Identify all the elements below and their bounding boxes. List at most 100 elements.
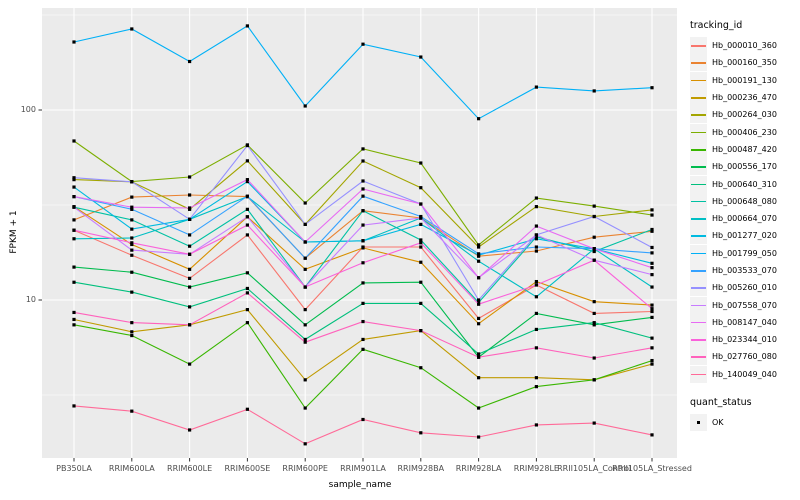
data-point-Hb_027760_080 xyxy=(650,346,654,350)
data-point-Hb_023344_010 xyxy=(477,302,481,306)
legend-line-icon xyxy=(691,235,706,237)
data-point-Hb_000236_470 xyxy=(72,317,76,322)
data-point-Hb_001799_050 xyxy=(130,27,134,31)
data-point-Hb_140049_040 xyxy=(650,433,654,437)
data-point-Hb_000010_360 xyxy=(419,245,423,249)
legend-item-Hb_000664_070: Hb_000664_070 xyxy=(690,210,798,228)
data-point-Hb_000556_170 xyxy=(72,265,76,269)
data-point-Hb_000556_170 xyxy=(592,323,596,327)
data-point-Hb_023344_010 xyxy=(188,252,192,256)
data-point-Hb_000648_080 xyxy=(592,249,596,254)
data-point-Hb_027760_080 xyxy=(477,355,481,359)
data-point-Hb_005260_010 xyxy=(650,245,654,250)
data-point-Hb_000406_230 xyxy=(534,196,538,200)
legend-key-swatch xyxy=(690,348,707,366)
data-point-Hb_000160_350 xyxy=(188,193,192,197)
data-point-Hb_000640_310 xyxy=(534,327,538,332)
legend-key-swatch xyxy=(690,71,707,89)
data-point-Hb_008147_040 xyxy=(303,240,307,244)
panel-background xyxy=(42,8,677,458)
data-point-Hb_000236_470 xyxy=(361,337,365,342)
data-point-Hb_027760_080 xyxy=(245,291,249,295)
data-point-Hb_007558_070 xyxy=(72,205,76,209)
legend-item-Hb_000640_310: Hb_000640_310 xyxy=(690,175,798,193)
legend-line-icon xyxy=(691,270,706,272)
legend-key-swatch xyxy=(690,227,707,245)
data-point-Hb_000160_350 xyxy=(72,218,76,222)
data-point-Hb_000664_070 xyxy=(130,236,134,240)
data-point-Hb_000648_080 xyxy=(650,227,654,232)
data-point-Hb_001799_050 xyxy=(592,89,596,93)
legend-item-Hb_000264_030: Hb_000264_030 xyxy=(690,106,798,124)
data-point-Hb_000487_420 xyxy=(130,333,134,338)
x-axis-tick-label: RRII105LA_Control xyxy=(557,464,632,473)
legend-item-label: Hb_000191_130 xyxy=(712,75,777,85)
data-point-Hb_000406_230 xyxy=(188,175,192,179)
legend-item-Hb_140049_040: Hb_140049_040 xyxy=(690,365,798,383)
data-point-Hb_000010_360 xyxy=(188,276,192,280)
x-axis-tick-label: PB350LA xyxy=(56,464,92,473)
legend-line-icon xyxy=(691,166,706,168)
data-point-Hb_001799_050 xyxy=(188,59,192,64)
legend-item-Hb_007558_070: Hb_007558_070 xyxy=(690,296,798,314)
data-point-Hb_000191_130 xyxy=(130,242,134,247)
legend-key-swatch xyxy=(690,414,707,432)
data-point-Hb_023344_010 xyxy=(130,241,134,245)
data-point-Hb_000191_130 xyxy=(303,267,307,271)
data-point-Hb_000236_470 xyxy=(303,378,307,382)
data-point-Hb_008147_040 xyxy=(130,205,134,209)
quant-status-item: OK xyxy=(690,414,798,432)
data-point-Hb_000236_470 xyxy=(650,362,654,366)
data-point-Hb_001799_050 xyxy=(477,117,481,121)
legend-line-icon xyxy=(691,287,706,289)
data-point-Hb_005260_010 xyxy=(477,298,481,302)
data-point-Hb_000160_350 xyxy=(650,229,654,233)
data-point-Hb_001799_050 xyxy=(361,42,365,46)
data-point-Hb_001277_020 xyxy=(72,185,76,189)
data-point-Hb_000640_310 xyxy=(130,290,134,294)
data-point-Hb_000010_360 xyxy=(303,308,307,312)
data-point-Hb_008147_040 xyxy=(245,178,249,182)
x-axis-tick-label: RRIM928BA xyxy=(397,464,445,473)
data-point-Hb_000556_170 xyxy=(361,281,365,285)
data-point-Hb_003533_070 xyxy=(534,245,538,249)
legend-item-label: Hb_000406_230 xyxy=(712,127,777,137)
data-point-Hb_000487_420 xyxy=(361,347,365,351)
data-point-Hb_008147_040 xyxy=(188,206,192,210)
legend-item-Hb_005260_010: Hb_005260_010 xyxy=(690,279,798,297)
legend-item-label: Hb_001799_050 xyxy=(712,248,777,258)
data-point-Hb_007558_070 xyxy=(130,248,134,252)
data-point-Hb_000556_170 xyxy=(534,311,538,316)
legend-item-label: Hb_000664_070 xyxy=(712,214,777,224)
data-point-Hb_000236_470 xyxy=(130,330,134,334)
data-point-Hb_000236_470 xyxy=(534,376,538,380)
data-point-Hb_000648_080 xyxy=(245,207,249,211)
data-point-Hb_140049_040 xyxy=(188,428,192,432)
data-point-Hb_027760_080 xyxy=(130,321,134,325)
legend-key-swatch xyxy=(690,123,707,141)
legend-key-swatch xyxy=(690,175,707,193)
data-point-Hb_027760_080 xyxy=(303,340,307,344)
data-point-Hb_000556_170 xyxy=(303,323,307,327)
tracking-id-legend-title: tracking_id xyxy=(690,20,743,31)
data-point-Hb_023344_010 xyxy=(72,228,76,232)
data-point-Hb_000264_030 xyxy=(419,186,423,190)
legend-key-swatch xyxy=(690,313,707,331)
data-point-Hb_005260_010 xyxy=(130,180,134,184)
x-axis-tick-label: RRIM600SE xyxy=(224,464,271,473)
data-point-Hb_001799_050 xyxy=(419,55,423,59)
data-point-Hb_000010_360 xyxy=(650,309,654,314)
data-point-Hb_023344_010 xyxy=(303,285,307,289)
legend-key-swatch xyxy=(690,279,707,297)
data-point-Hb_003533_070 xyxy=(188,233,192,237)
data-point-Hb_140049_040 xyxy=(419,431,423,435)
data-point-Hb_000406_230 xyxy=(477,243,481,247)
data-point-Hb_008147_040 xyxy=(477,276,481,280)
data-point-Hb_008147_040 xyxy=(650,266,654,270)
data-point-Hb_140049_040 xyxy=(72,404,76,408)
data-point-Hb_000648_080 xyxy=(534,235,538,239)
legend-item-label: Hb_005260_010 xyxy=(712,283,777,293)
data-point-Hb_000487_420 xyxy=(534,385,538,389)
data-point-Hb_000487_420 xyxy=(419,366,423,370)
